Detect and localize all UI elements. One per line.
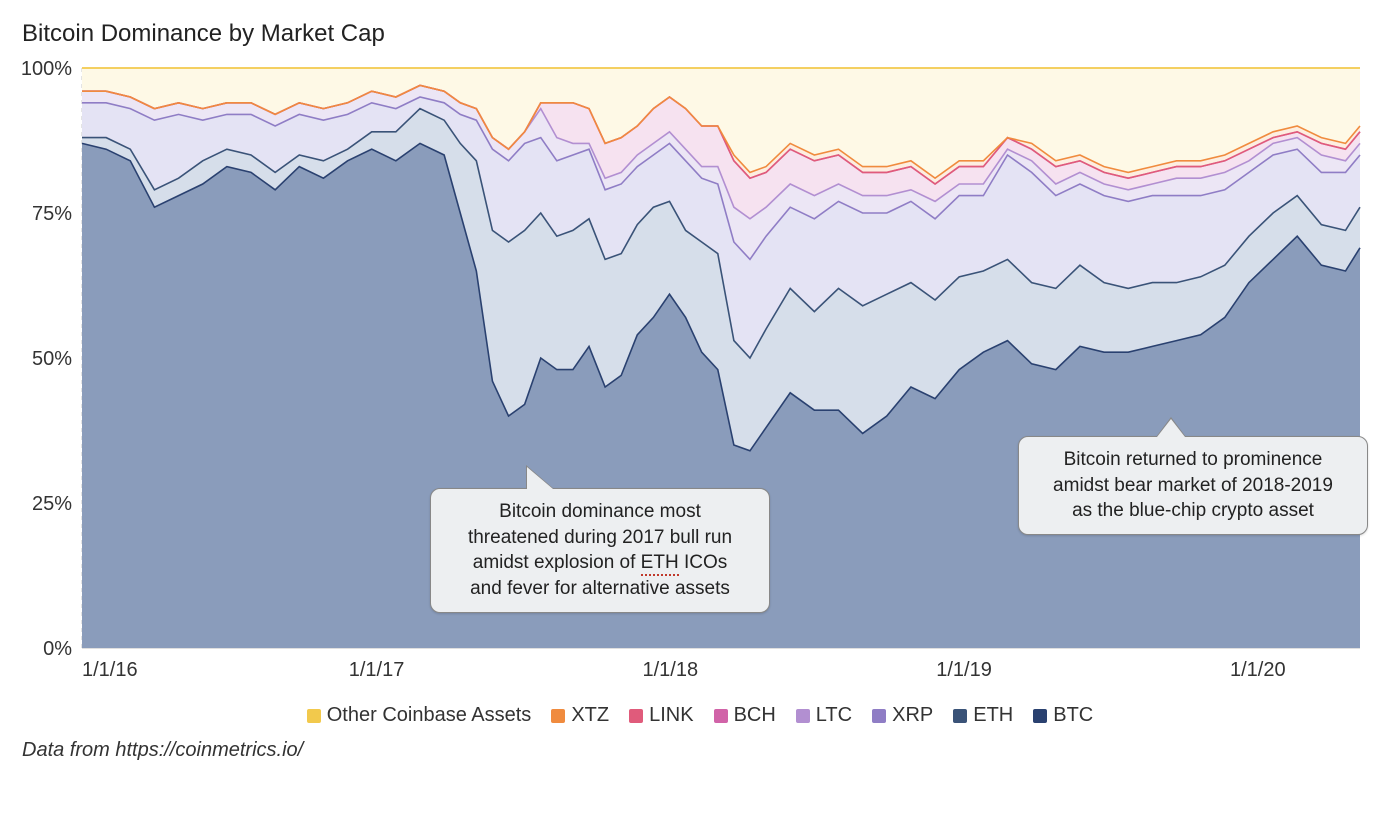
- legend-label: Other Coinbase Assets: [327, 704, 532, 727]
- legend-label: XRP: [892, 704, 933, 727]
- svg-text:1/1/17: 1/1/17: [349, 659, 405, 681]
- callout-line: Bitcoin dominance most: [445, 499, 755, 525]
- callout-line: amidst explosion of ETH ICOs: [445, 550, 755, 576]
- legend-swatch: [551, 709, 565, 723]
- callout-2017: Bitcoin dominance mostthreatened during …: [430, 488, 770, 613]
- callout-2019: Bitcoin returned to prominenceamidst bea…: [1018, 436, 1368, 535]
- svg-text:50%: 50%: [32, 348, 72, 370]
- legend-item: XRP: [872, 704, 933, 727]
- svg-text:1/1/18: 1/1/18: [642, 659, 698, 681]
- svg-text:75%: 75%: [32, 203, 72, 225]
- legend-item: LTC: [796, 704, 852, 727]
- data-source: Data from https://coinmetrics.io/: [22, 739, 1380, 762]
- svg-text:1/1/20: 1/1/20: [1230, 659, 1286, 681]
- callout-line: as the blue-chip crypto asset: [1033, 498, 1353, 524]
- svg-text:100%: 100%: [21, 58, 72, 80]
- callout-line: threatened during 2017 bull run: [445, 525, 755, 551]
- legend-swatch: [714, 709, 728, 723]
- legend-label: ETH: [973, 704, 1013, 727]
- legend-item: Other Coinbase Assets: [307, 704, 532, 727]
- chart-container: 0% 25% 50% 75% 100% 1/1/16 1/1/17 1/1/18 1/1/19 1…: [20, 58, 1380, 698]
- svg-text:1/1/19: 1/1/19: [936, 659, 992, 681]
- chart-legend: Other Coinbase Assets XTZ LINK BCH LTC XRP ETH…: [20, 704, 1380, 729]
- svg-text:0%: 0%: [43, 638, 72, 660]
- legend-item: XTZ: [551, 704, 609, 727]
- callout-tail: [527, 467, 553, 489]
- legend-item: ETH: [953, 704, 1013, 727]
- legend-label: LTC: [816, 704, 852, 727]
- legend-label: BCH: [734, 704, 776, 727]
- legend-label: XTZ: [571, 704, 609, 727]
- legend-swatch: [629, 709, 643, 723]
- legend-swatch: [307, 709, 321, 723]
- callout-line: and fever for alternative assets: [445, 576, 755, 602]
- legend-swatch: [872, 709, 886, 723]
- callout-line: Bitcoin returned to prominence: [1033, 447, 1353, 473]
- legend-item: BTC: [1033, 704, 1093, 727]
- svg-text:1/1/16: 1/1/16: [82, 659, 138, 681]
- legend-item: LINK: [629, 704, 693, 727]
- callout-line: amidst bear market of 2018-2019: [1033, 473, 1353, 499]
- callout-tail: [1157, 419, 1185, 437]
- svg-text:25%: 25%: [32, 493, 72, 515]
- legend-label: BTC: [1053, 704, 1093, 727]
- chart-title: Bitcoin Dominance by Market Cap: [22, 20, 1380, 48]
- legend-swatch: [953, 709, 967, 723]
- legend-item: BCH: [714, 704, 776, 727]
- legend-swatch: [1033, 709, 1047, 723]
- legend-label: LINK: [649, 704, 693, 727]
- legend-swatch: [796, 709, 810, 723]
